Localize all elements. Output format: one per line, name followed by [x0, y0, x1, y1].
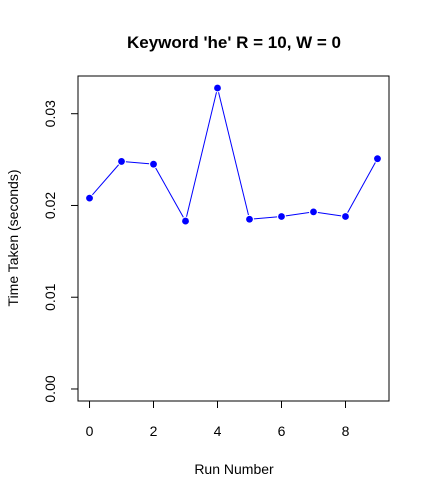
series-line-segment [317, 212, 342, 217]
x-tick-label: 4 [214, 423, 222, 439]
x-axis: 0 2 4 6 8 [86, 400, 350, 439]
series-line-segment [218, 92, 249, 216]
series-line-segment [155, 167, 184, 218]
data-point [214, 84, 221, 92]
data-point [150, 160, 157, 168]
y-tick-label: 0.03 [42, 100, 58, 127]
data-point [246, 215, 253, 223]
series-line-segment [253, 216, 278, 220]
x-axis-label: Run Number [194, 461, 274, 477]
x-tick-label: 8 [342, 423, 350, 439]
series-line-segment [285, 212, 310, 217]
y-axis: 0.00 0.01 0.02 0.03 [42, 100, 79, 403]
data-point [86, 194, 93, 202]
y-axis-label: Time Taken (seconds) [5, 170, 21, 307]
x-tick-label: 0 [86, 423, 94, 439]
series-line-segment [186, 92, 217, 217]
series-line-segment [92, 164, 119, 196]
plot-frame [77, 75, 390, 402]
data-point [310, 208, 317, 216]
x-tick-label: 2 [150, 423, 158, 439]
data-point [278, 213, 285, 220]
chart-title: Keyword 'he' R = 10, W = 0 [127, 33, 341, 52]
data-point [182, 217, 189, 225]
y-tick-label: 0.01 [42, 283, 58, 310]
data-point [342, 213, 349, 220]
data-point [374, 155, 381, 163]
series-line-segment [125, 161, 150, 165]
x-tick-label: 6 [278, 423, 286, 439]
y-tick-label: 0.00 [42, 375, 58, 402]
data-point [118, 158, 125, 165]
y-tick-label: 0.02 [42, 192, 58, 219]
series-line-segment [347, 162, 376, 213]
series-layer [86, 84, 381, 225]
